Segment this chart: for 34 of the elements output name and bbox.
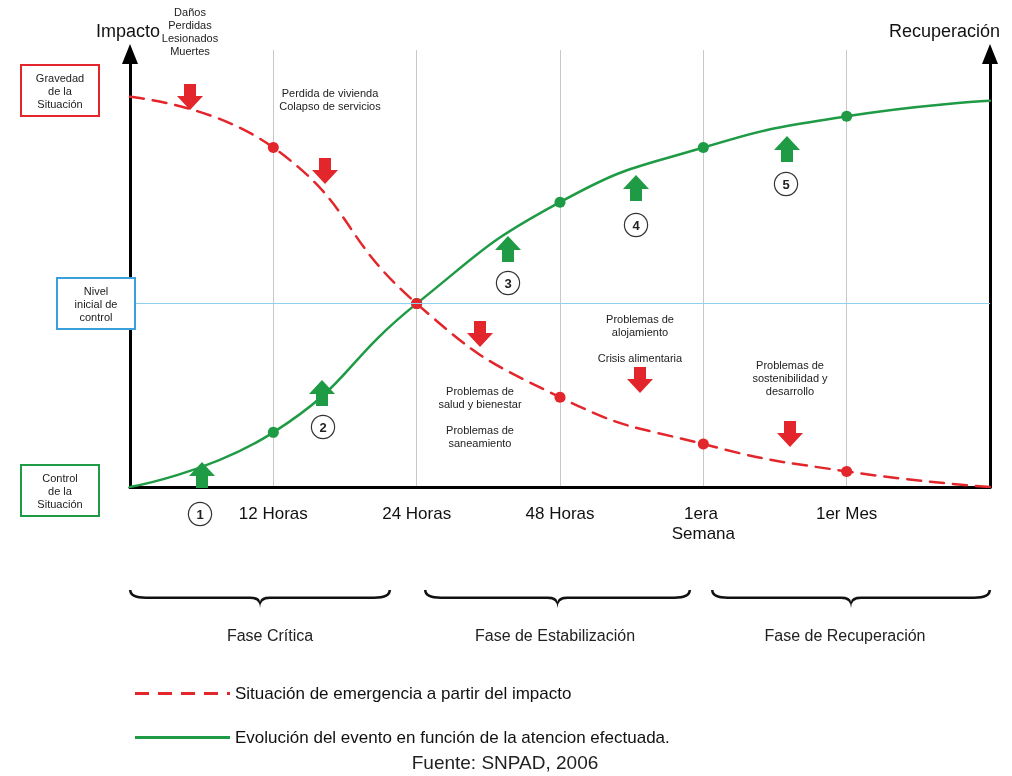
annotation: 5 xyxy=(782,176,790,192)
source-note: Fuente: SNPAD, 2006 xyxy=(411,751,599,773)
text: Fase de Recuperación xyxy=(764,626,926,644)
y-axis-title: Impacto xyxy=(95,21,160,41)
y2-axis-title: Recuperación xyxy=(888,21,1000,41)
annotation: 4 xyxy=(632,217,641,233)
point xyxy=(697,438,709,450)
legend-label: Situación de emergencia a partir del impacto xyxy=(235,684,572,703)
ref-line-label: Nivel inicial de control xyxy=(74,284,118,323)
point xyxy=(841,110,853,122)
text: Daños Perdidas Lesionados Muertes xyxy=(161,5,219,57)
text: Problemas de alojamiento Crisis alimentaria xyxy=(597,312,683,364)
x-tick-label: 12 Horas xyxy=(238,503,308,523)
text: 1 xyxy=(196,506,204,522)
annotation: 2 xyxy=(319,419,327,435)
point xyxy=(697,142,709,154)
annotation: Problemas de sostenibilidad y desarrollo xyxy=(752,358,829,397)
point xyxy=(554,196,566,208)
x-tick-label: 1era Semana xyxy=(671,503,736,543)
text: Control de la Situación xyxy=(37,471,83,510)
point xyxy=(554,391,566,403)
text: Fase Crítica xyxy=(226,626,314,644)
text: Gravedad de la Situación xyxy=(35,71,85,110)
text: Problemas de salud y bienestar Problemas de saneamiento xyxy=(438,384,522,449)
x-tick-label: 48 Horas xyxy=(525,503,595,523)
legend-label: Evolución del evento en función de la atencion efectuada. xyxy=(235,728,670,747)
annotation: 3 xyxy=(504,275,512,291)
text: Fase de Estabilización xyxy=(474,626,636,644)
x-tick-label: 24 Horas xyxy=(382,503,452,523)
x-tick-label: 1er Mes xyxy=(815,503,878,523)
annotation: Perdida de vivienda Colapso de servicios xyxy=(279,86,382,112)
point xyxy=(267,142,279,154)
point xyxy=(267,426,279,438)
point xyxy=(841,465,853,477)
